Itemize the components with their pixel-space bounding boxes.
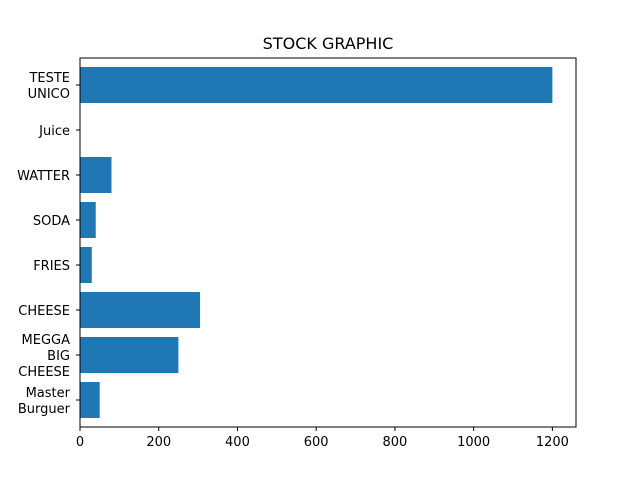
bar-megga-big-cheese	[80, 337, 179, 373]
y-tick-label: TESTE UNICO	[28, 71, 70, 102]
x-tick-label: 0	[76, 435, 84, 450]
bar-fries	[80, 247, 92, 283]
y-tick-label: Juice	[38, 124, 70, 139]
y-tick-label: SODA	[33, 214, 70, 229]
x-tick-label: 600	[304, 435, 329, 450]
x-tick-label: 800	[383, 435, 408, 450]
bar-teste-unico	[80, 67, 553, 103]
x-tick-label: 1200	[536, 435, 569, 450]
bar-cheese	[80, 292, 201, 328]
y-tick-label: Master Burguer	[18, 386, 71, 417]
plot-frame	[79, 57, 577, 428]
bars-group	[80, 67, 553, 418]
x-tick-label: 400	[225, 435, 250, 450]
x-tick-label: 1000	[457, 435, 490, 450]
bar-soda	[80, 202, 96, 238]
chart-title: STOCK GRAPHIC	[263, 34, 394, 53]
y-tick-label: FRIES	[33, 259, 70, 274]
y-axis-ticks: Master Burguer MEGGA BIG CHEESE CHEESE FRIES SO…	[17, 71, 80, 417]
bar-watter	[80, 157, 112, 193]
y-tick-label: MEGGA BIG CHEESE	[18, 333, 70, 380]
x-tick-label: 200	[146, 435, 171, 450]
y-tick-label: WATTER	[17, 169, 70, 184]
y-tick-label: CHEESE	[18, 304, 70, 319]
x-axis-ticks: 0 200 400 600 800 1000 1200	[76, 427, 569, 450]
bar-master-burguer	[80, 382, 100, 418]
